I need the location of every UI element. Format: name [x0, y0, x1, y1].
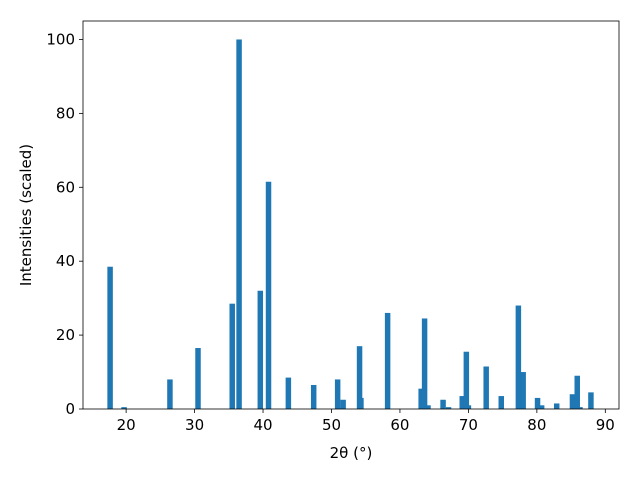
bar	[425, 405, 431, 409]
bar	[515, 305, 522, 409]
bar	[358, 397, 364, 409]
y-tick-label: 20	[56, 326, 75, 344]
bar	[440, 399, 446, 409]
y-tick-label: 100	[46, 30, 75, 48]
bar	[498, 396, 504, 409]
y-tick-label: 80	[56, 104, 75, 122]
bar	[310, 384, 317, 409]
bar	[340, 399, 346, 409]
bar	[257, 290, 264, 409]
bar	[121, 407, 127, 409]
bar	[459, 396, 465, 409]
y-tick-label: 40	[56, 252, 75, 270]
bar	[483, 366, 489, 409]
x-tick-label: 80	[527, 416, 546, 434]
bar	[421, 318, 428, 409]
x-tick-label: 90	[596, 416, 615, 434]
bar	[107, 266, 113, 409]
bar	[534, 397, 541, 409]
bar	[553, 403, 560, 409]
bar	[588, 392, 594, 409]
bar	[574, 375, 580, 409]
bar	[167, 379, 173, 409]
x-tick-label: 40	[253, 416, 272, 434]
bar	[465, 405, 472, 409]
bar	[265, 181, 272, 409]
bar	[538, 405, 545, 409]
bar	[229, 303, 235, 409]
x-axis-label: 2θ (°)	[330, 444, 373, 462]
plot-frame	[82, 20, 620, 410]
bar	[356, 346, 363, 409]
bar	[445, 407, 452, 409]
bar	[195, 348, 201, 409]
x-tick-label: 50	[322, 416, 341, 434]
bar	[236, 39, 242, 409]
y-tick-label: 0	[65, 400, 75, 418]
bar	[463, 351, 470, 409]
bar	[418, 388, 424, 409]
x-tick-label: 20	[117, 416, 136, 434]
y-axis-label: Intensities (scaled)	[17, 144, 35, 286]
bar	[334, 379, 341, 409]
x-tick-label: 30	[185, 416, 204, 434]
x-tick-label: 60	[390, 416, 409, 434]
bar	[285, 377, 292, 409]
bar	[577, 407, 583, 409]
bar	[520, 372, 526, 409]
bar	[569, 394, 576, 409]
bar	[384, 312, 391, 409]
x-tick-label: 70	[459, 416, 478, 434]
y-tick-label: 60	[56, 178, 75, 196]
